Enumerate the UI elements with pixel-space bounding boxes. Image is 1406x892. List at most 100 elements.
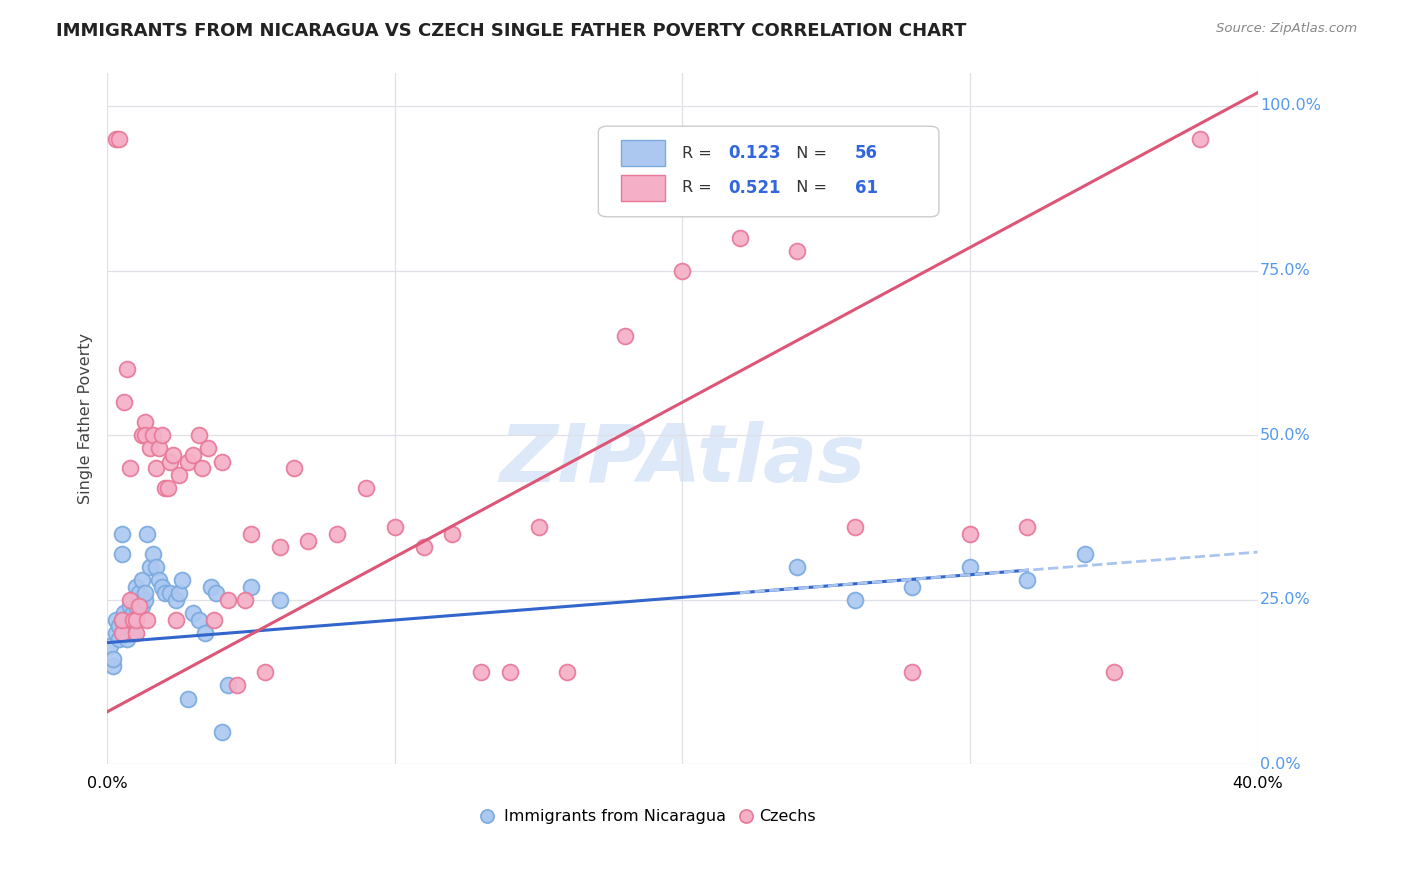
Point — [354, 481, 377, 495]
Point — [200, 580, 222, 594]
Point — [120, 599, 142, 614]
Point — [786, 560, 808, 574]
Text: 56: 56 — [855, 145, 877, 162]
Point — [194, 625, 217, 640]
Point — [104, 132, 127, 146]
Y-axis label: Single Father Poverty: Single Father Poverty — [79, 333, 93, 504]
Point — [128, 586, 150, 600]
Point — [134, 586, 156, 600]
Point — [131, 599, 153, 614]
Point — [555, 665, 578, 680]
Point — [110, 613, 132, 627]
Point — [156, 481, 179, 495]
Text: N =: N = — [786, 180, 832, 195]
Point — [110, 527, 132, 541]
Point — [239, 527, 262, 541]
Point — [125, 599, 148, 614]
Point — [269, 540, 291, 554]
FancyBboxPatch shape — [621, 140, 665, 166]
Point — [470, 665, 492, 680]
Point — [297, 533, 319, 548]
Point — [441, 527, 464, 541]
Point — [202, 613, 225, 627]
Point — [104, 625, 127, 640]
Point — [150, 580, 173, 594]
Point — [104, 613, 127, 627]
Point — [98, 639, 121, 653]
Text: 0.0%: 0.0% — [1260, 757, 1301, 772]
FancyBboxPatch shape — [599, 127, 939, 217]
Point — [139, 560, 162, 574]
Point — [1017, 520, 1039, 534]
Point — [959, 560, 981, 574]
Text: ZIPAtlas: ZIPAtlas — [499, 421, 866, 500]
Point — [142, 428, 165, 442]
Point — [125, 580, 148, 594]
Point — [112, 625, 135, 640]
Point — [162, 448, 184, 462]
Point — [148, 573, 170, 587]
Point — [211, 454, 233, 468]
Point — [613, 329, 636, 343]
Point — [671, 263, 693, 277]
Point — [1045, 806, 1067, 821]
Point — [412, 540, 434, 554]
Point — [183, 448, 205, 462]
Point — [150, 428, 173, 442]
Point — [786, 244, 808, 258]
Point — [128, 599, 150, 614]
Point — [499, 665, 522, 680]
Point — [136, 527, 159, 541]
Text: 61: 61 — [855, 178, 877, 197]
Point — [148, 442, 170, 456]
Point — [239, 580, 262, 594]
Point — [165, 613, 187, 627]
Point — [125, 625, 148, 640]
Point — [176, 454, 198, 468]
Point — [217, 592, 239, 607]
Point — [125, 613, 148, 627]
Point — [134, 428, 156, 442]
Point — [959, 527, 981, 541]
Point — [217, 678, 239, 692]
FancyBboxPatch shape — [621, 175, 665, 201]
Point — [145, 461, 167, 475]
Point — [117, 632, 139, 647]
Point — [110, 547, 132, 561]
Point — [1102, 665, 1125, 680]
Point — [112, 613, 135, 627]
Text: 25.0%: 25.0% — [1260, 592, 1310, 607]
Point — [136, 613, 159, 627]
Point — [211, 724, 233, 739]
Point — [191, 461, 214, 475]
Point — [1017, 573, 1039, 587]
Text: R =: R = — [682, 145, 717, 161]
Point — [122, 625, 145, 640]
Point — [527, 520, 550, 534]
Point — [844, 520, 866, 534]
Point — [134, 592, 156, 607]
Point — [159, 454, 181, 468]
Point — [117, 619, 139, 633]
Point — [901, 580, 924, 594]
Point — [844, 592, 866, 607]
Point — [167, 586, 190, 600]
Text: 0.521: 0.521 — [728, 178, 780, 197]
Point — [165, 592, 187, 607]
Point — [134, 415, 156, 429]
Point — [112, 395, 135, 409]
Point — [117, 362, 139, 376]
Point — [107, 132, 129, 146]
Text: 100.0%: 100.0% — [1260, 98, 1320, 113]
Point — [1074, 547, 1097, 561]
Point — [233, 592, 256, 607]
Text: 0.0%: 0.0% — [87, 775, 128, 790]
Point — [120, 592, 142, 607]
Point — [188, 428, 211, 442]
Text: Source: ZipAtlas.com: Source: ZipAtlas.com — [1216, 22, 1357, 36]
Text: 50.0%: 50.0% — [1260, 427, 1310, 442]
Point — [384, 520, 406, 534]
Point — [120, 461, 142, 475]
Point — [225, 678, 247, 692]
Point — [176, 691, 198, 706]
